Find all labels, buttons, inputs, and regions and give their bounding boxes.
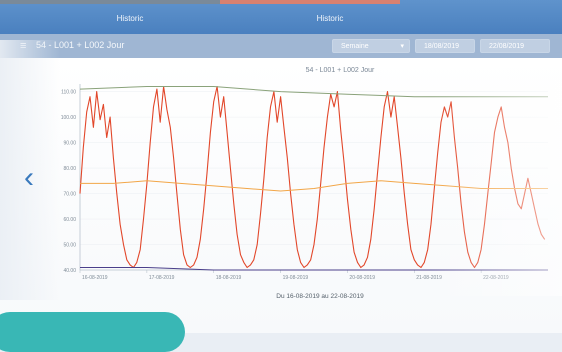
x-tick-label: 17-08-2019 [149, 275, 175, 281]
y-tick-label: 110.00 [61, 90, 76, 96]
toolbar-title: 54 - L001 + L002 Jour [36, 40, 125, 50]
x-tick-label: 16-08-2019 [82, 275, 108, 281]
x-tick-label: 21-08-2019 [416, 275, 442, 281]
tab-historic-1[interactable]: Historic [116, 14, 144, 23]
top-strip-salmon [220, 0, 400, 4]
y-tick-label: 80.00 [63, 166, 76, 172]
y-tick-label: 70.00 [63, 192, 76, 198]
date-to-input[interactable]: 22/08/2019 [480, 39, 550, 53]
period-select[interactable]: Semaine ▾ [332, 39, 410, 53]
x-axis-label: Du 16-08-2019 au 22-08-2019 [276, 293, 364, 300]
chart-panel: 54 - L001 + L002 Jour 110.00 100.00 90.00 80… [0, 58, 562, 333]
hamburger-icon[interactable]: ≡ [20, 40, 27, 52]
bottom-action-pill[interactable] [0, 312, 185, 352]
tab-bar: Historic Historic [0, 0, 562, 35]
line-chart: 54 - L001 + L002 Jour 110.00 100.00 90.00 80… [61, 67, 562, 300]
y-tick-label: 90.00 [63, 141, 76, 147]
period-select-value: Semaine [341, 43, 369, 50]
chart-title: 54 - L001 + L002 Jour [306, 67, 375, 74]
top-strip-gray [0, 0, 220, 4]
chevron-left-icon[interactable]: ‹ [24, 161, 34, 194]
x-tick-label: 19-08-2019 [283, 275, 309, 281]
y-tick-label: 50.00 [63, 243, 76, 249]
x-tick-label: 18-08-2019 [216, 275, 242, 281]
y-tick-label: 60.00 [63, 217, 76, 223]
chart-fade-overlay [430, 80, 562, 296]
date-from-input[interactable]: 18/08/2019 [415, 39, 475, 53]
chevron-down-icon: ▾ [400, 43, 404, 50]
chart-toolbar: ≡ 54 - L001 + L002 Jour Semaine ▾ 18/08/… [0, 34, 562, 58]
tab-historic-2[interactable]: Historic [316, 14, 344, 23]
y-tick-label: 40.00 [63, 268, 76, 274]
y-tick-label: 100.00 [61, 115, 77, 121]
x-tick-label: 20-08-2019 [349, 275, 375, 281]
